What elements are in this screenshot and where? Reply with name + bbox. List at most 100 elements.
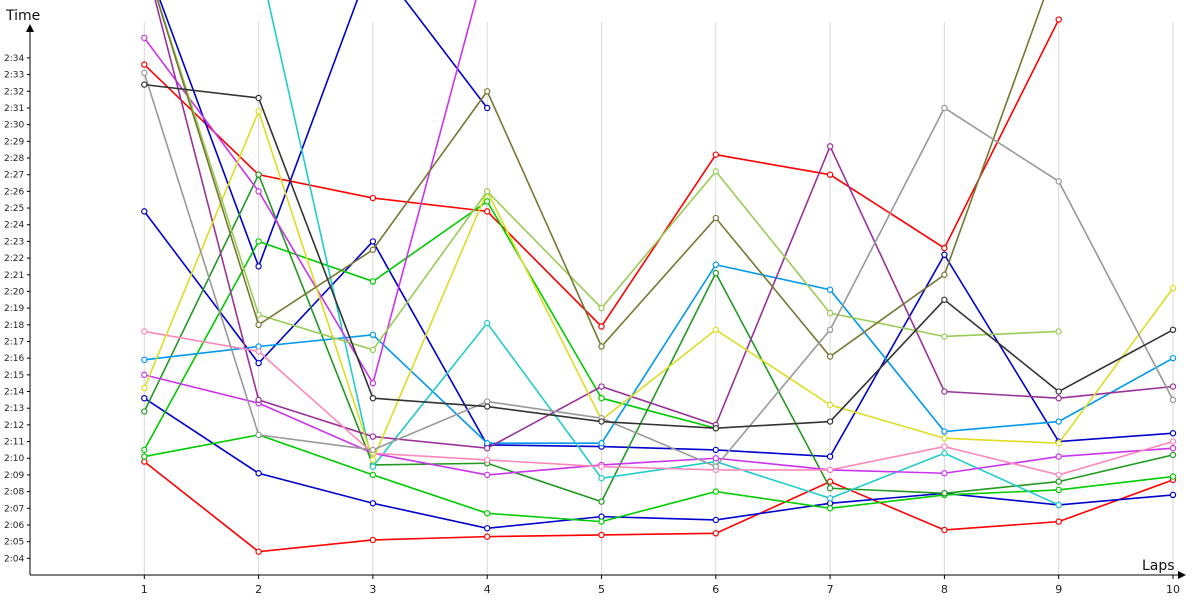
data-point bbox=[826, 485, 834, 492]
x-tick-label: 2 bbox=[255, 583, 262, 596]
data-point bbox=[712, 463, 720, 470]
data-point bbox=[941, 271, 948, 278]
data-point bbox=[255, 263, 262, 270]
y-tick-label: 2:26 bbox=[4, 187, 24, 197]
data-point bbox=[826, 309, 834, 317]
data-point bbox=[1055, 501, 1062, 509]
data-point bbox=[826, 505, 834, 512]
data-point bbox=[141, 446, 148, 454]
data-point bbox=[1055, 418, 1062, 425]
data-point bbox=[826, 353, 834, 360]
data-point bbox=[369, 379, 377, 387]
series-line bbox=[143, 397, 1174, 530]
x-ticks: 1 2 3 4 5 6 7 8 9 10 bbox=[141, 575, 1180, 596]
series-12 bbox=[267, 0, 377, 470]
data-point bbox=[1055, 478, 1062, 485]
data-point bbox=[712, 446, 720, 454]
data-point bbox=[369, 456, 377, 464]
series-line bbox=[144, 83, 1174, 430]
data-point bbox=[369, 500, 377, 507]
data-point bbox=[255, 188, 262, 195]
data-point bbox=[598, 498, 605, 505]
data-point bbox=[141, 394, 148, 402]
data-point bbox=[484, 88, 491, 95]
data-point bbox=[141, 328, 148, 335]
data-point bbox=[1169, 396, 1177, 404]
data-point bbox=[598, 463, 605, 470]
data-point bbox=[484, 104, 491, 112]
y-tick-label: 2:20 bbox=[4, 287, 24, 297]
series-4 bbox=[141, 208, 1177, 460]
data-point bbox=[598, 418, 605, 425]
data-point bbox=[1055, 471, 1062, 479]
y-tick-label: 2:06 bbox=[4, 521, 24, 531]
data-point bbox=[255, 359, 262, 367]
series-line bbox=[144, 263, 1174, 445]
data-point bbox=[1055, 16, 1062, 23]
data-point bbox=[598, 323, 605, 330]
data-point bbox=[369, 471, 377, 479]
series-line bbox=[143, 108, 1174, 463]
data-point bbox=[712, 455, 720, 462]
data-point bbox=[712, 326, 720, 334]
y-axis-arrow-icon bbox=[26, 24, 34, 32]
x-axis-arrow-icon bbox=[1178, 571, 1186, 579]
series-21 bbox=[141, 81, 1177, 432]
series-line bbox=[143, 200, 717, 451]
data-point bbox=[826, 495, 834, 502]
y-tick-label: 2:10 bbox=[4, 454, 24, 464]
data-point bbox=[1055, 518, 1062, 525]
data-point bbox=[941, 443, 948, 450]
data-point bbox=[712, 269, 720, 277]
data-point bbox=[255, 548, 262, 555]
data-point bbox=[941, 251, 948, 258]
y-tick-label: 2:27 bbox=[4, 171, 24, 181]
x-tick-label: 9 bbox=[1055, 583, 1062, 596]
data-point bbox=[484, 208, 491, 215]
data-point bbox=[826, 401, 834, 409]
data-point bbox=[826, 466, 834, 474]
data-point bbox=[1055, 394, 1062, 402]
data-point bbox=[255, 108, 262, 115]
data-point bbox=[255, 94, 262, 102]
data-point bbox=[598, 518, 605, 525]
y-tick-label: 2:29 bbox=[4, 137, 24, 147]
y-tick-label: 2:25 bbox=[4, 204, 24, 214]
series-line bbox=[144, 330, 1174, 476]
data-point bbox=[369, 331, 377, 339]
series-line bbox=[403, 0, 488, 109]
data-point bbox=[1055, 388, 1062, 395]
series-10 bbox=[141, 261, 1177, 447]
series-6 bbox=[403, 0, 491, 112]
y-tick-label: 2:16 bbox=[4, 354, 24, 364]
data-point bbox=[141, 384, 148, 392]
data-point bbox=[141, 208, 148, 215]
y-tick-label: 2:13 bbox=[4, 404, 24, 414]
data-point bbox=[712, 261, 720, 268]
data-point bbox=[598, 343, 605, 350]
data-point bbox=[369, 433, 377, 440]
data-point bbox=[141, 371, 148, 379]
data-point bbox=[1169, 491, 1177, 499]
data-point bbox=[369, 536, 377, 544]
y-tick-label: 2:09 bbox=[4, 471, 24, 481]
series-20 bbox=[141, 69, 1177, 470]
data-point bbox=[826, 286, 834, 293]
series-19 bbox=[156, 0, 1045, 360]
y-tick-label: 2:32 bbox=[4, 87, 24, 97]
data-point bbox=[369, 238, 377, 245]
data-point bbox=[484, 510, 491, 517]
series-line bbox=[144, 374, 1174, 476]
data-point bbox=[1169, 473, 1177, 480]
data-point bbox=[1169, 326, 1177, 334]
data-point bbox=[1055, 440, 1062, 447]
data-point bbox=[255, 171, 262, 178]
data-point bbox=[1055, 486, 1062, 494]
data-point bbox=[826, 453, 834, 460]
data-point bbox=[712, 425, 720, 432]
data-point bbox=[1055, 453, 1062, 460]
data-point bbox=[1055, 178, 1062, 185]
data-point bbox=[712, 151, 720, 158]
data-point bbox=[941, 526, 948, 534]
